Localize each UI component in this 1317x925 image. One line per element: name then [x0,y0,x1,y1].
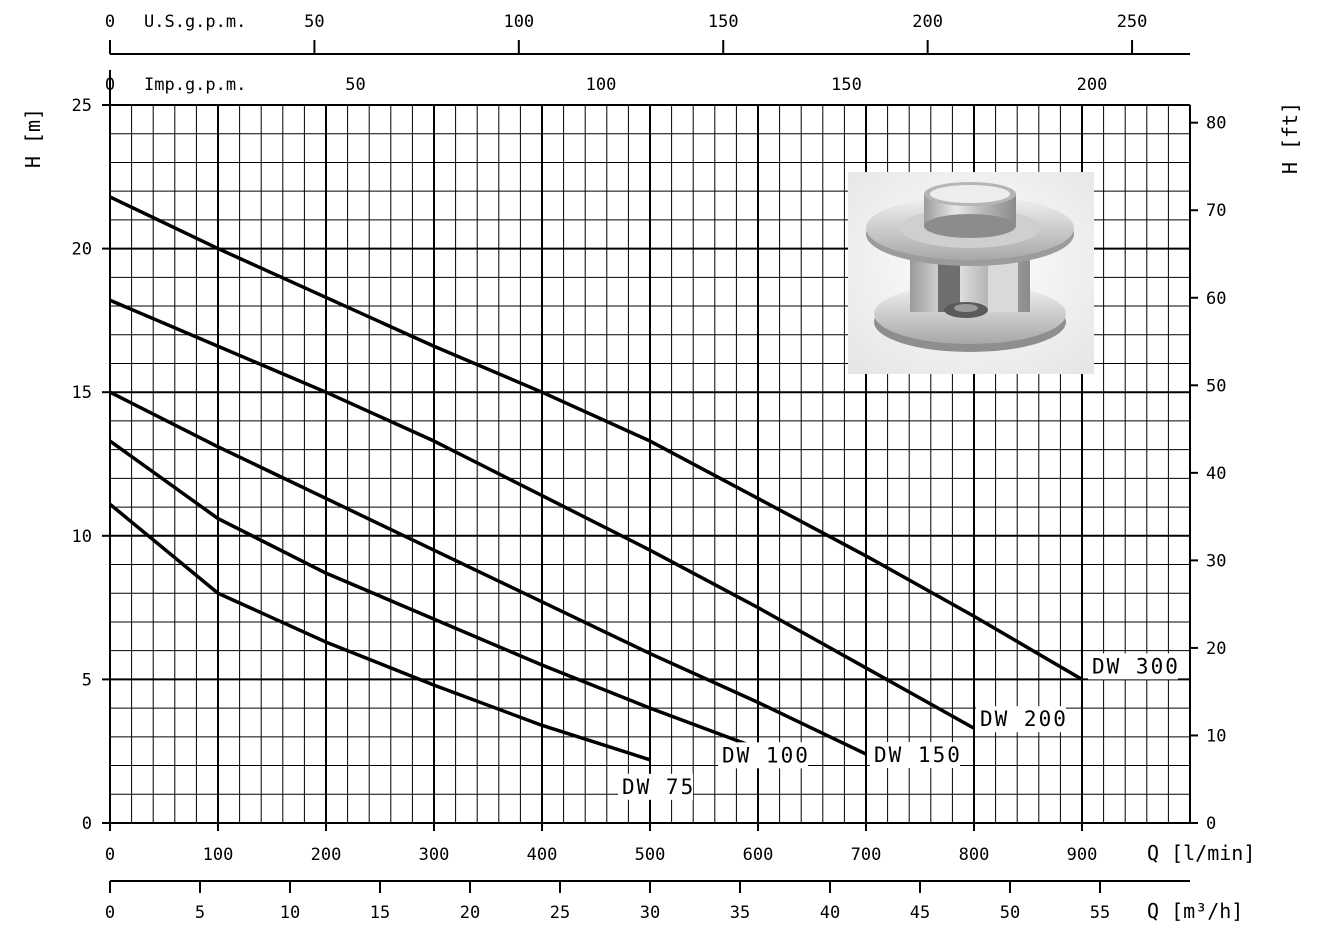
x-tick-label-m3h: 50 [1000,903,1020,923]
chart-labels: DW 75 DW 100 DW 150 DW 200 DW 300 [618,653,1180,800]
x-tick-label-m3h: 20 [460,903,480,923]
y-tick-label-m: 20 [72,240,92,260]
x-tick-label-usgpm: 150 [708,12,739,32]
x-tick-label-lmin: 900 [1067,845,1098,865]
y-tick-label-m: 0 [82,814,92,834]
x-tick-label-usgpm: 200 [912,12,943,32]
x-tick-label-lmin: 0 [105,845,115,865]
x-tick-label-lmin: 400 [527,845,558,865]
x-axis-title-usgpm: U.S.g.p.m. [144,12,246,32]
x-tick-label-lmin: 300 [419,845,450,865]
x-tick-label-usgpm: 50 [304,12,324,32]
x-tick-label-m3h: 55 [1090,903,1110,923]
x-tick-label-usgpm: 0 [105,12,115,32]
x-tick-label-lmin: 800 [959,845,990,865]
x-tick-label-m3h: 35 [730,903,750,923]
x-tick-label-impgpm: 150 [831,75,862,95]
x-tick-label-impgpm: 50 [345,75,365,95]
y-tick-label-ft: 20 [1206,639,1226,659]
y-tick-label-m: 15 [72,383,92,403]
curve-dw-300 [109,195,1083,681]
curve-label-background [718,742,808,769]
curve-dw-75 [108,502,651,762]
curve-dw-100 [108,439,759,750]
x-tick-label-lmin: 600 [743,845,774,865]
x-tick-label-impgpm: 0 [105,75,115,95]
curve-label-background [1088,653,1178,680]
curve-label-dw-75: DW 75 [622,775,695,799]
y-axis-title-m: H [m] [21,108,45,168]
y-tick-label-m: 5 [82,670,92,690]
curve-label-dw-300: DW 300 [1092,654,1180,678]
y-tick-label-ft: 70 [1206,201,1226,221]
x-tick-label-m3h: 5 [195,903,205,923]
x-tick-label-m3h: 30 [640,903,660,923]
curve-label-background [976,706,1066,733]
y-tick-label-ft: 40 [1206,464,1226,484]
x-tick-label-lmin: 500 [635,845,666,865]
x-tick-label-lmin: 200 [311,845,342,865]
x-tick-label-m3h: 0 [105,903,115,923]
curve-dw-150 [109,390,867,756]
x-tick-label-impgpm: 200 [1077,75,1108,95]
y-tick-label-ft: 80 [1206,114,1226,134]
curve-label-dw-200: DW 200 [980,707,1068,731]
y-axis-title-ft: H [ft] [1278,102,1302,174]
y-tick-label-ft: 0 [1206,814,1216,834]
y-tick-label-ft: 60 [1206,289,1226,309]
x-tick-label-m3h: 25 [550,903,570,923]
x-tick-label-m3h: 10 [280,903,300,923]
x-tick-label-usgpm: 250 [1117,12,1148,32]
x-axis-title-m3h: Q [m³/h] [1147,899,1243,923]
y-tick-label-ft: 10 [1206,726,1226,746]
curve-label-dw-150: DW 150 [874,743,962,767]
x-tick-label-m3h: 15 [370,903,390,923]
curve-label-dw-100: DW 100 [722,743,810,767]
x-tick-label-impgpm: 100 [586,75,617,95]
x-tick-label-lmin: 700 [851,845,882,865]
y-tick-label-m: 25 [72,96,92,116]
y-tick-label-ft: 50 [1206,376,1226,396]
x-tick-label-m3h: 45 [910,903,930,923]
impeller-photo [848,172,1094,374]
chart-series [108,195,1083,762]
curve-label-background [618,773,693,800]
curve-dw-200 [109,298,975,730]
x-axis-title-lmin: Q [l/min] [1147,841,1255,865]
x-tick-label-lmin: 100 [203,845,234,865]
x-tick-label-m3h: 40 [820,903,840,923]
x-tick-label-usgpm: 100 [503,12,534,32]
y-tick-label-m: 10 [72,527,92,547]
curve-label-background [870,742,960,769]
y-tick-label-ft: 30 [1206,551,1226,571]
x-axis-title-impgpm: Imp.g.p.m. [144,75,246,95]
